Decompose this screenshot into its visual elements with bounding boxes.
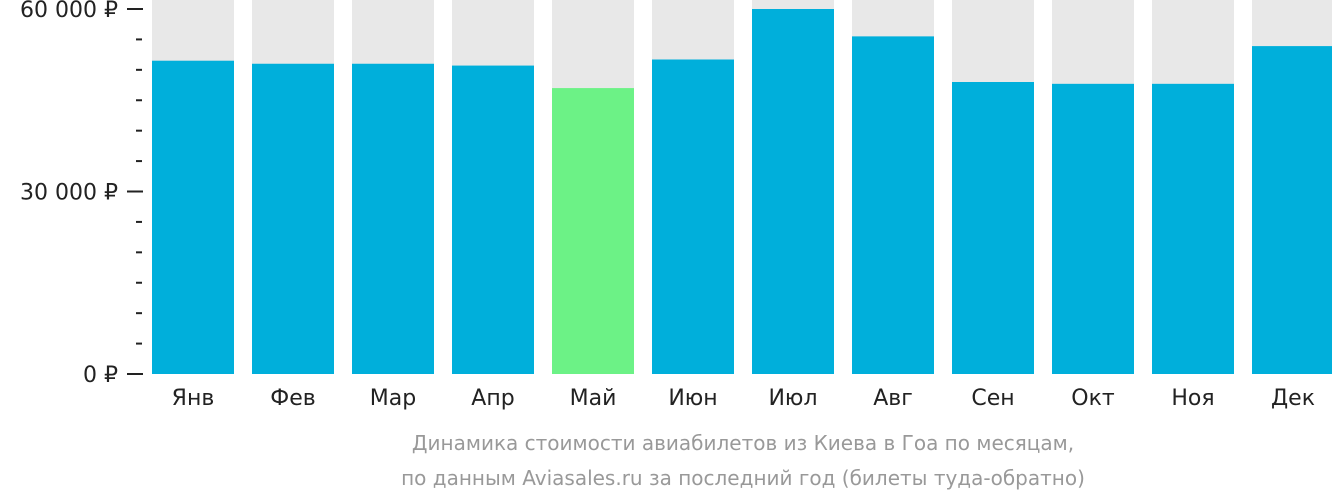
- x-tick-label: Окт: [1071, 386, 1115, 411]
- x-tick-label: Июл: [768, 386, 817, 411]
- bar-2: [252, 63, 334, 374]
- x-tick-label: Фев: [270, 386, 315, 411]
- caption-line-1: Динамика стоимости авиабилетов из Киева …: [411, 431, 1075, 455]
- bar-5: [552, 88, 634, 374]
- y-tick-label: 30 000 ₽: [20, 181, 118, 206]
- bar-10: [1052, 83, 1134, 374]
- bar-12: [1252, 46, 1332, 374]
- x-axis: Янв Фев Мар Апр Май Июн Июл Авг Сен Окт Ноя Дек: [172, 386, 1315, 411]
- bars: [152, 9, 1332, 374]
- x-tick-label: Мар: [370, 386, 416, 411]
- bar-8: [852, 36, 934, 374]
- bar-9: [952, 82, 1034, 374]
- bar-1: [152, 60, 234, 374]
- x-tick-label: Дек: [1271, 386, 1315, 411]
- bar-11: [1152, 83, 1234, 374]
- caption-line-2: по данным Aviasales.ru за последний год …: [401, 466, 1085, 490]
- y-tick-label: 60 000 ₽: [20, 0, 118, 23]
- x-tick-label: Сен: [971, 386, 1014, 411]
- x-tick-label: Ноя: [1171, 386, 1214, 411]
- bar-4: [452, 65, 534, 374]
- y-tick-label: 0 ₽: [83, 363, 118, 388]
- x-tick-label: Апр: [471, 386, 514, 411]
- x-tick-label: Авг: [873, 386, 913, 411]
- x-tick-label: Июн: [668, 386, 717, 411]
- bar-6: [652, 59, 734, 374]
- bar-chart: 0 ₽ 30 000 ₽ 60 000 ₽ Янв Фев Мар Апр Май Июн Ию…: [20, 0, 1332, 411]
- y-axis: 0 ₽ 30 000 ₽ 60 000 ₽: [20, 0, 143, 388]
- x-tick-label: Янв: [172, 386, 215, 411]
- bar-7: [752, 9, 834, 374]
- bar-3: [352, 63, 434, 374]
- x-tick-label: Май: [570, 386, 617, 411]
